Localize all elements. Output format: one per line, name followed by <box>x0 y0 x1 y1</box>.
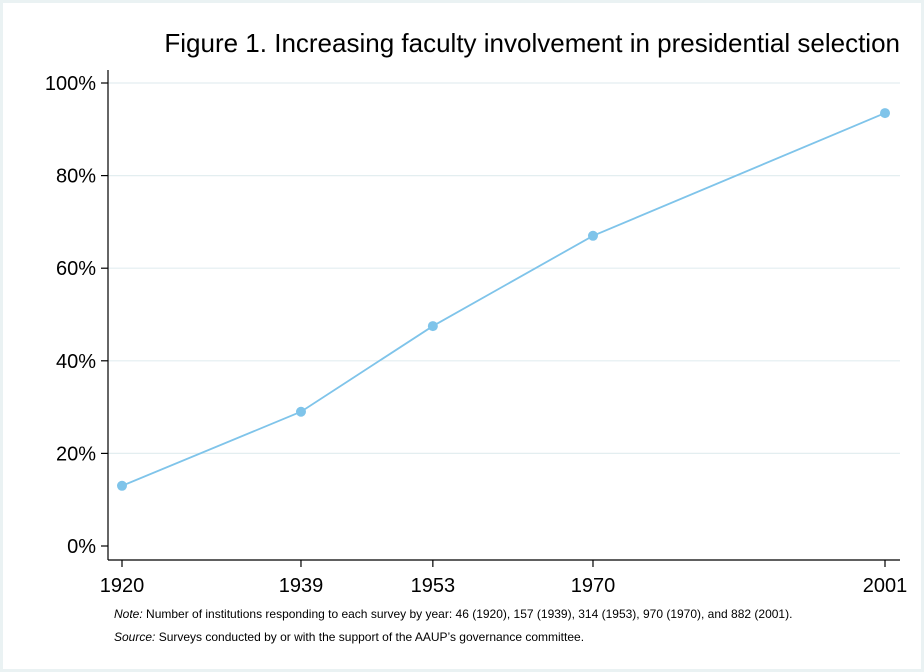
y-tick-label: 20% <box>56 443 96 465</box>
chart-note: Note: Number of institutions responding … <box>114 607 792 621</box>
note-text: Number of institutions responding to eac… <box>142 607 793 621</box>
x-tick-label: 1953 <box>411 575 456 597</box>
data-point <box>427 321 438 332</box>
y-tick-label: 80% <box>56 166 96 188</box>
data-point <box>587 230 598 241</box>
x-tick-label: 2001 <box>863 575 908 597</box>
x-tick-label: 1970 <box>571 575 616 597</box>
y-tick-label: 100% <box>45 73 96 95</box>
source-text: Surveys conducted by or with the support… <box>155 630 585 644</box>
y-tick-label: 40% <box>56 351 96 373</box>
x-tick-label: 1920 <box>100 575 145 597</box>
chart-source: Source: Surveys conducted by or with the… <box>114 630 584 644</box>
chart-title: Figure 1. Increasing faculty involvement… <box>164 28 900 58</box>
y-tick-label: 60% <box>56 258 96 280</box>
y-tick-label: 0% <box>67 536 96 558</box>
x-tick-label: 1939 <box>279 575 324 597</box>
note-label: Note: <box>114 607 143 621</box>
series-line <box>121 112 886 487</box>
data-point <box>295 406 306 417</box>
data-point <box>880 108 890 119</box>
chart-frame <box>3 3 921 669</box>
source-label: Source: <box>114 630 156 644</box>
data-point <box>117 480 127 491</box>
